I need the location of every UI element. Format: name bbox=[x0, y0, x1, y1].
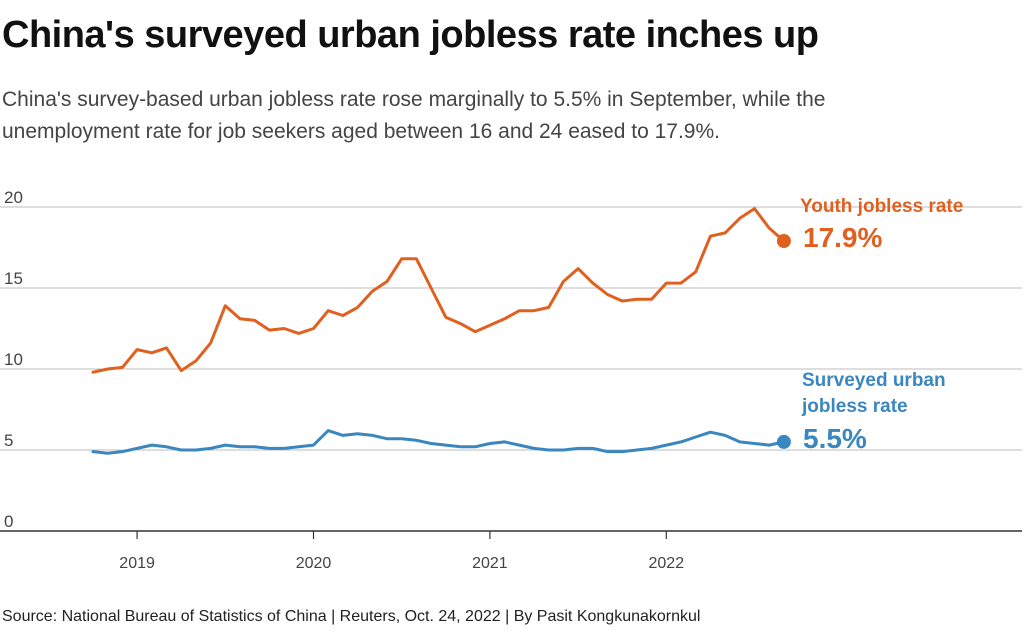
series-annotations: Youth jobless rate 17.9% Surveyed urban … bbox=[800, 196, 963, 454]
urban-end-marker bbox=[776, 434, 791, 449]
urban-rate-line bbox=[91, 429, 786, 455]
x-tick-label-2019: 2019 bbox=[119, 555, 155, 572]
source-note: Source: National Bureau of Statistics of… bbox=[2, 608, 701, 625]
y-tick-label-15: 15 bbox=[4, 269, 23, 288]
chart-title: China's surveyed urban jobless rate inch… bbox=[2, 14, 819, 56]
youth-series-label: Youth jobless rate bbox=[800, 196, 963, 217]
line-chart: 0 5 10 15 20 2019 2020 2021 2022 Youth jobless … bbox=[0, 188, 1022, 572]
urban-series-label-line2: jobless rate bbox=[801, 396, 908, 417]
series-lines bbox=[91, 207, 791, 455]
x-tick-label-2022: 2022 bbox=[649, 555, 685, 572]
y-tick-label-20: 20 bbox=[4, 188, 23, 207]
y-tick-label-10: 10 bbox=[4, 350, 23, 369]
youth-end-value: 17.9% bbox=[803, 222, 882, 253]
youth-rate-line bbox=[91, 207, 786, 374]
gridlines bbox=[0, 206, 1022, 451]
chart-subtitle: China's survey-based urban jobless rate … bbox=[2, 88, 826, 143]
y-tick-label-5: 5 bbox=[4, 431, 13, 450]
x-axis: 2019 2020 2021 2022 bbox=[0, 530, 1022, 572]
y-tick-label-0: 0 bbox=[4, 512, 13, 531]
urban-series-label-line1: Surveyed urban bbox=[802, 370, 946, 391]
x-tick-label-2020: 2020 bbox=[296, 555, 332, 572]
y-axis-ticks: 0 5 10 15 20 bbox=[4, 188, 23, 531]
youth-end-marker bbox=[776, 234, 791, 249]
x-tick-label-2021: 2021 bbox=[472, 555, 508, 572]
urban-end-value: 5.5% bbox=[803, 423, 867, 454]
